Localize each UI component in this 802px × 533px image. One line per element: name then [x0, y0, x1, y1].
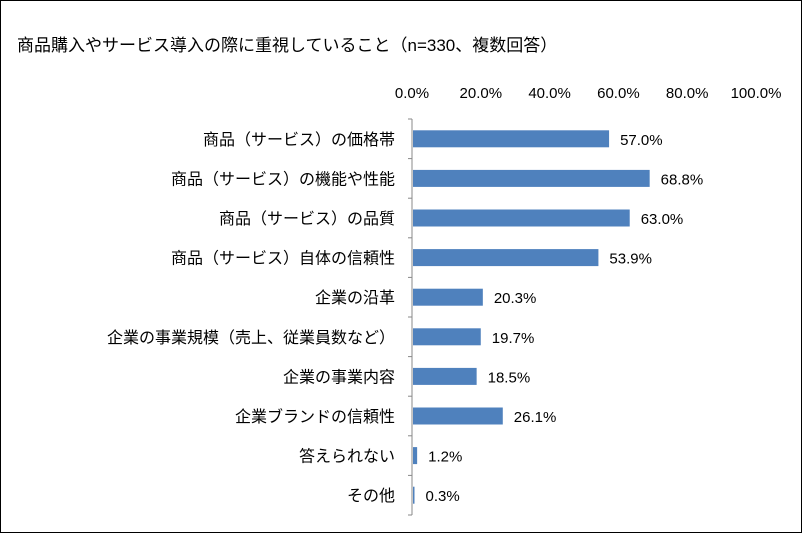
data-label: 0.3%	[426, 488, 460, 505]
x-tick-label: 20.0%	[460, 85, 503, 102]
data-label: 63.0%	[641, 211, 684, 228]
chart-title: 商品購入やサービス導入の際に重視していること（n=330、複数回答）	[17, 36, 558, 55]
bar	[413, 407, 503, 425]
category-label: 企業ブランドの信頼性	[235, 407, 395, 426]
category-label: 答えられない	[299, 448, 395, 466]
bar	[413, 328, 481, 346]
category-label: 企業の沿革	[315, 289, 395, 307]
x-tick-label: 40.0%	[528, 85, 571, 102]
bar	[413, 249, 599, 267]
data-label: 68.8%	[661, 171, 704, 188]
bar	[413, 169, 650, 187]
bar	[413, 288, 483, 306]
category-label: 商品（サービス）の機能や性能	[171, 170, 395, 188]
data-label: 26.1%	[514, 409, 557, 426]
bar	[413, 209, 630, 227]
bar	[413, 367, 477, 385]
bar	[413, 447, 418, 465]
category-label: 企業の事業規模（売上、従業員数など）	[107, 329, 395, 347]
bar	[413, 486, 415, 504]
data-label: 20.3%	[494, 290, 537, 307]
x-tick-label: 80.0%	[666, 85, 709, 102]
category-label: 企業の事業内容	[283, 368, 395, 386]
bar	[413, 130, 610, 148]
data-label: 57.0%	[620, 132, 663, 149]
category-label: 商品（サービス）自体の信頼性	[171, 250, 395, 268]
x-tick-label: 60.0%	[597, 85, 640, 102]
data-label: 1.2%	[428, 449, 462, 466]
x-tick-label: 0.0%	[395, 85, 429, 102]
category-label: 商品（サービス）の品質	[219, 210, 395, 228]
category-label: 商品（サービス）の価格帯	[203, 131, 395, 149]
data-label: 18.5%	[488, 369, 531, 386]
category-label: その他	[347, 487, 395, 505]
data-label: 53.9%	[609, 251, 652, 268]
data-label: 19.7%	[492, 330, 535, 347]
x-tick-label: 100.0%	[731, 85, 782, 102]
